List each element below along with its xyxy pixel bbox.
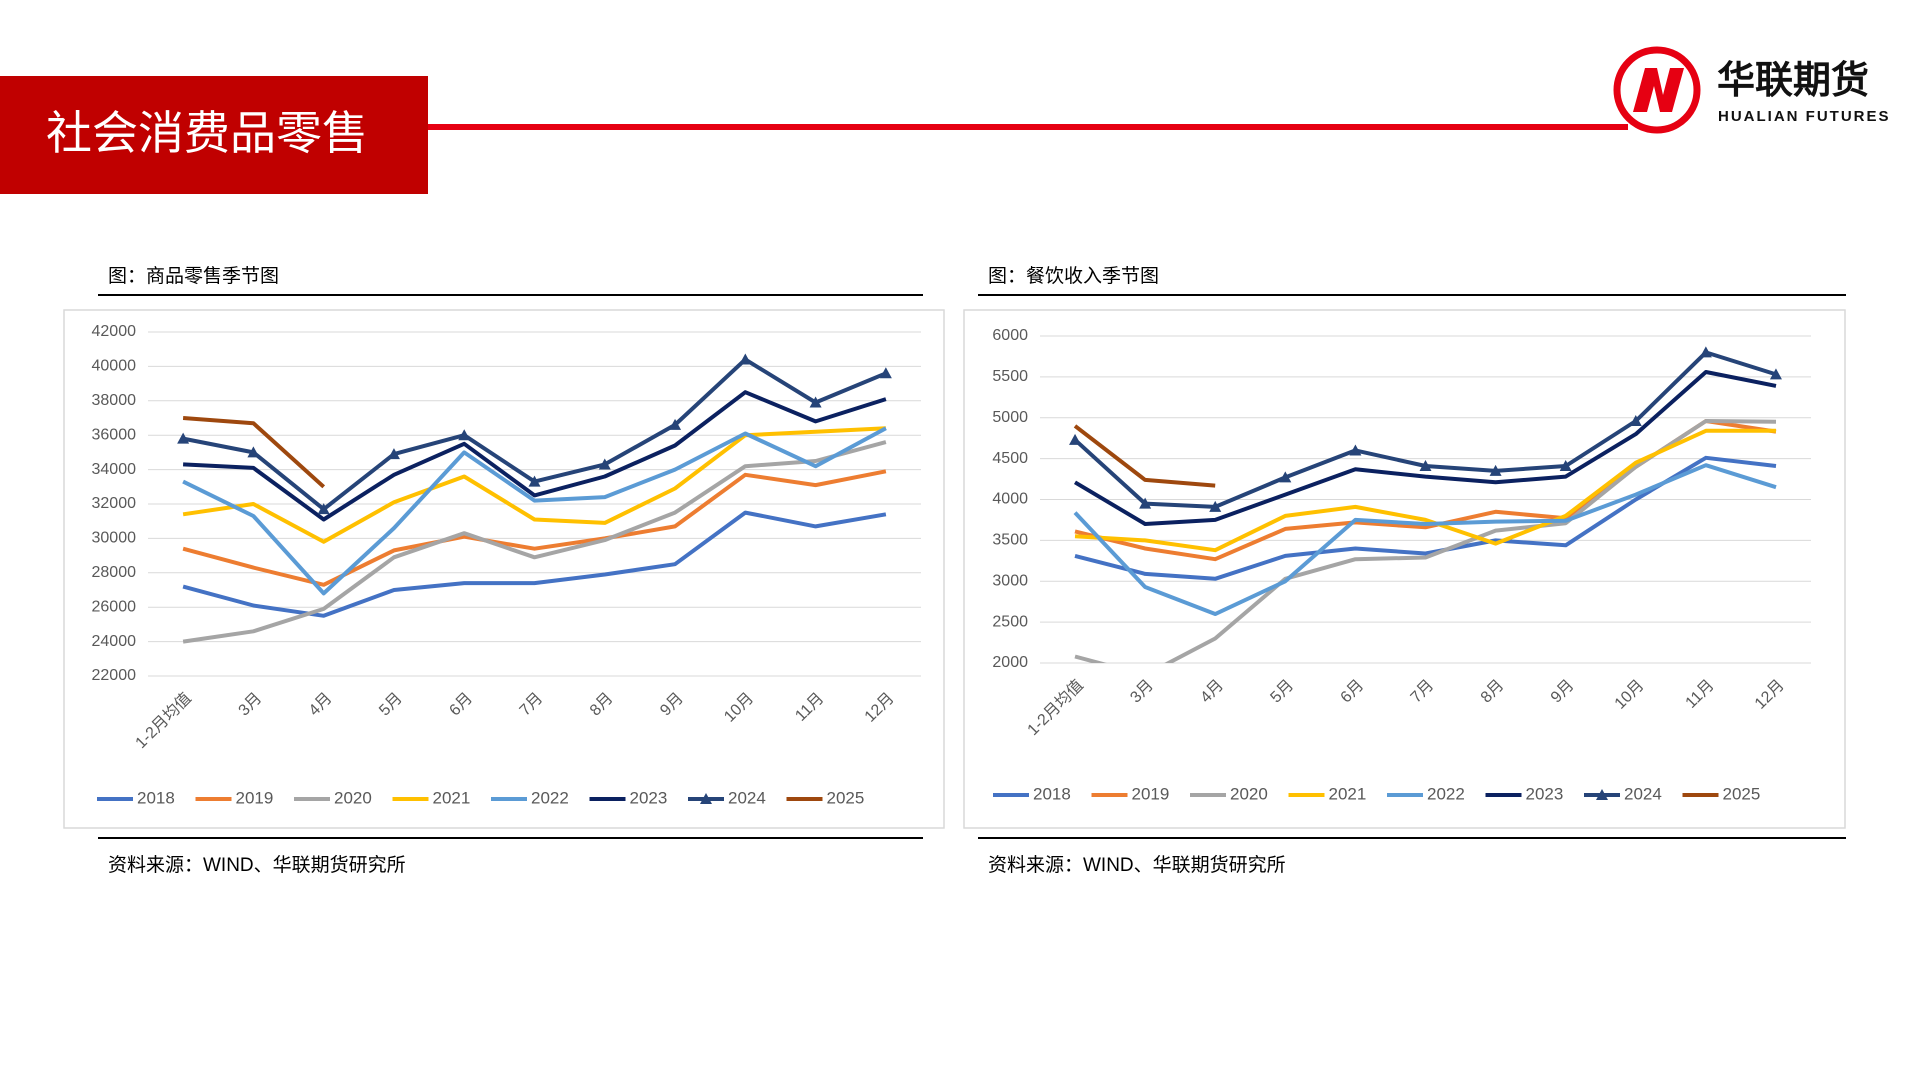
plot-area (1069, 346, 1782, 663)
series-line (1073, 370, 1777, 526)
series-marker (1769, 368, 1782, 380)
series-line (182, 426, 886, 544)
series-marker (458, 429, 471, 441)
legend-label: 2018 (1033, 784, 1071, 803)
legend-label: 2023 (630, 788, 668, 807)
chart-caption: 图：商品零售季节图 (108, 265, 279, 287)
series-line (1073, 463, 1777, 616)
series-line (182, 426, 887, 596)
legend-label: 2018 (137, 788, 175, 807)
series-line (1074, 428, 1776, 553)
source-note: 资料来源：WIND、华联期货研究所 (988, 854, 1286, 876)
y-tick-label: 24000 (92, 633, 137, 650)
y-tick-label: 22000 (92, 667, 137, 684)
series-marker (879, 367, 892, 379)
chart-caption: 图：餐饮收入季节图 (988, 265, 1159, 287)
legend-label: 2021 (433, 788, 471, 807)
y-tick-label: 38000 (92, 392, 137, 409)
y-tick-label: 3500 (992, 532, 1028, 549)
legend-label: 2024 (1624, 784, 1662, 803)
legend-label: 2025 (827, 788, 865, 807)
series-marker (247, 446, 260, 458)
chart-frame (963, 309, 1846, 829)
series-marker (1559, 459, 1572, 471)
y-tick-label: 34000 (92, 461, 137, 478)
y-tick-label: 28000 (92, 564, 137, 581)
legend-label: 2019 (236, 788, 274, 807)
series-marker (598, 458, 611, 470)
series-marker (1209, 500, 1222, 512)
logo-mark (1633, 68, 1684, 112)
legend-label: 2024 (728, 788, 766, 807)
y-tick-label: 40000 (92, 358, 137, 375)
series-marker (1349, 444, 1362, 456)
legend-label: 2021 (1329, 784, 1367, 803)
series-marker (1069, 433, 1082, 445)
series-line (182, 416, 326, 489)
logo-subtext: HUALIAN FUTURES (1718, 108, 1891, 125)
y-tick-label: 4500 (992, 450, 1028, 467)
legend-label: 2022 (1427, 784, 1465, 803)
y-tick-label: 42000 (92, 323, 137, 340)
y-tick-label: 3000 (992, 572, 1028, 589)
legend-marker (1596, 789, 1608, 800)
y-tick-label: 2500 (992, 613, 1028, 630)
chart-frame (63, 309, 945, 829)
series-marker (1699, 346, 1712, 358)
legend-label: 2025 (1723, 784, 1761, 803)
series-marker (528, 475, 541, 487)
legend-label: 2020 (1230, 784, 1268, 803)
series-marker (1419, 459, 1432, 471)
y-tick-label: 2000 (992, 654, 1028, 671)
y-tick-label: 5000 (992, 409, 1028, 426)
series-marker (177, 432, 190, 444)
header-title: 社会消费品零售 (46, 107, 368, 159)
y-tick-label: 5500 (992, 368, 1028, 385)
series-line (182, 510, 887, 618)
legend-label: 2023 (1526, 784, 1564, 803)
y-tick-label: 6000 (992, 327, 1028, 344)
y-tick-label: 26000 (92, 598, 137, 615)
series-marker (1279, 471, 1292, 483)
series-line (182, 469, 887, 587)
legend-label: 2020 (334, 788, 372, 807)
y-tick-label: 36000 (92, 426, 137, 443)
series-marker (1489, 464, 1502, 476)
series-line (183, 390, 887, 522)
series-marker (669, 418, 682, 430)
source-note: 资料来源：WIND、华联期货研究所 (108, 854, 406, 876)
series-marker (739, 353, 752, 365)
y-tick-label: 30000 (92, 530, 137, 547)
series-marker (317, 503, 330, 515)
series-marker (1629, 415, 1642, 427)
legend-marker (700, 793, 712, 804)
legend-label: 2019 (1132, 784, 1170, 803)
y-tick-label: 4000 (992, 491, 1028, 508)
legend-label: 2022 (531, 788, 569, 807)
header-rule (428, 124, 1628, 130)
series-marker (809, 396, 822, 408)
y-tick-label: 32000 (92, 495, 137, 512)
series-marker (1139, 497, 1152, 509)
logo: 华联期货 HUALIAN FUTURES (1613, 46, 1891, 134)
series-marker (387, 448, 400, 460)
logo-text: 华联期货 (1717, 60, 1869, 102)
series-line (182, 440, 887, 644)
series-line (1073, 424, 1216, 488)
header-band (0, 76, 428, 194)
plot-area (177, 353, 892, 644)
